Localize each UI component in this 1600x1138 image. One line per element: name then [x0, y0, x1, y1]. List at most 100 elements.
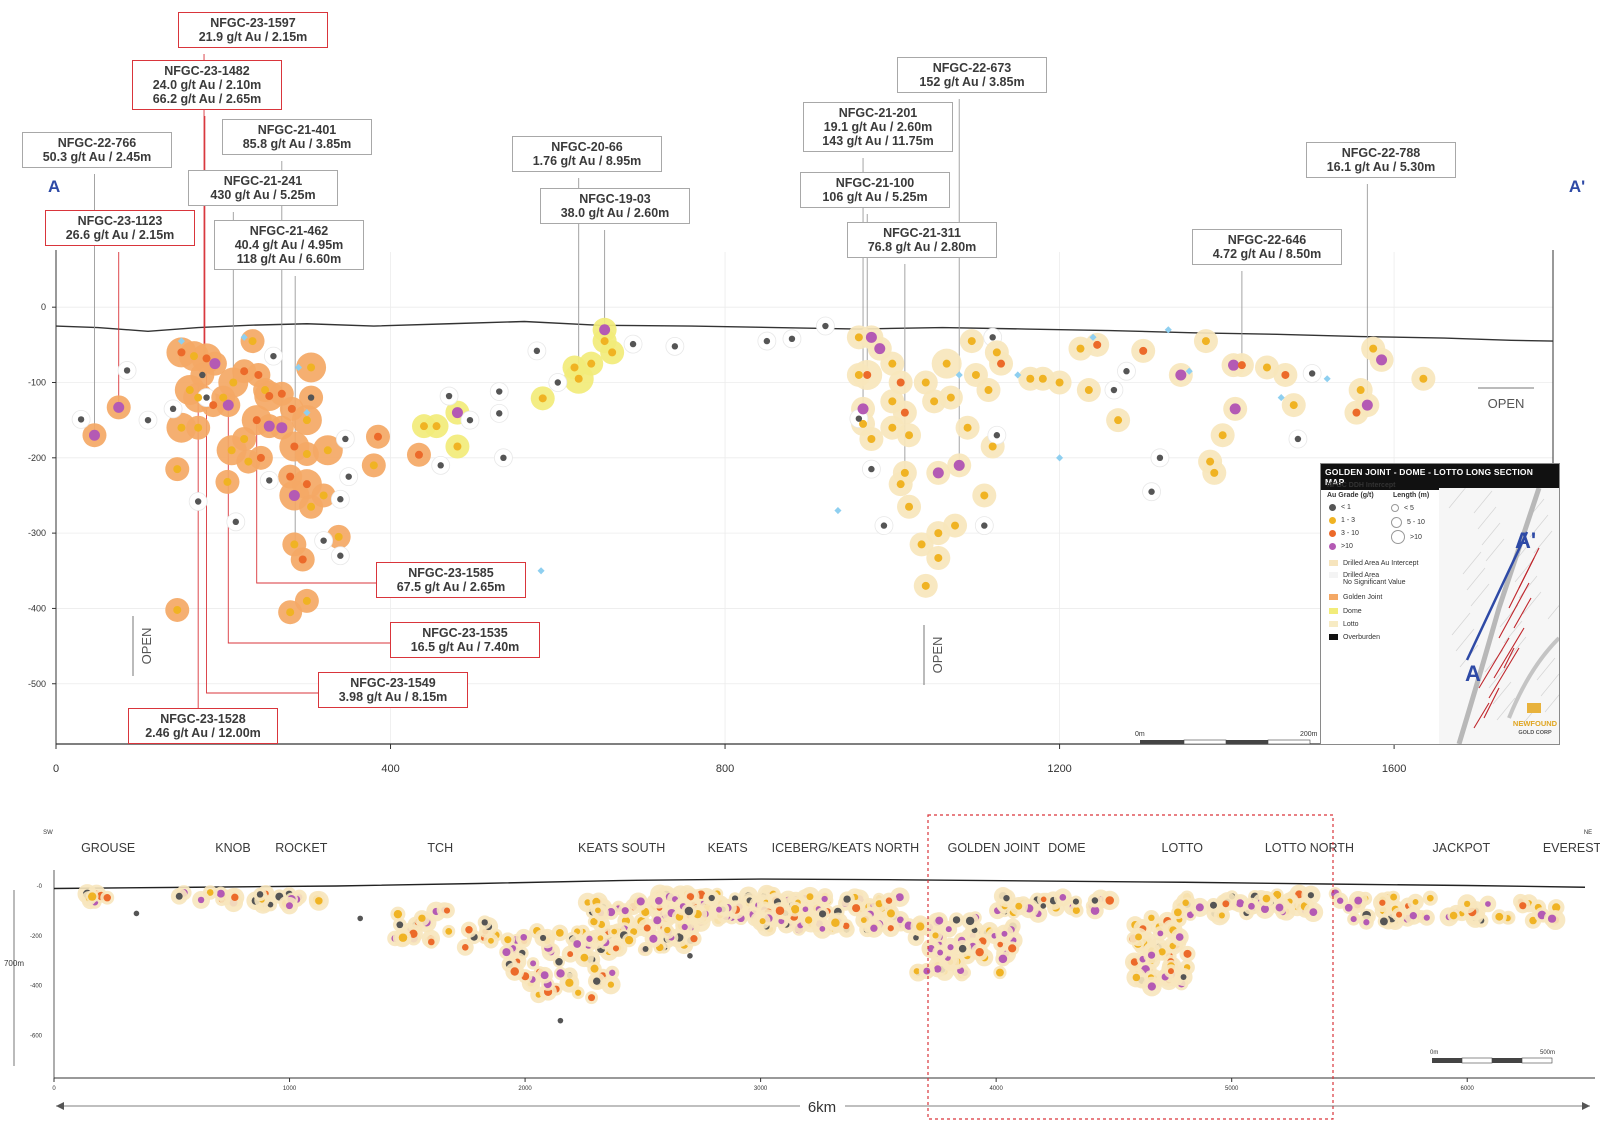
legend-area-label: Overburden — [1343, 634, 1380, 641]
intercept-dot — [671, 343, 679, 350]
overview-dot — [597, 935, 604, 941]
intercept-dot — [997, 359, 1006, 368]
map-vein — [1503, 647, 1515, 669]
legend-grade-label: < 1 — [1341, 504, 1351, 511]
intercept-dot — [980, 491, 989, 500]
intercept-dot — [1294, 435, 1302, 443]
overview-dot — [1344, 903, 1353, 912]
intercept-dot — [900, 408, 909, 417]
map-vein — [1518, 547, 1540, 589]
overview-dot — [831, 918, 840, 927]
intercept-dot — [261, 386, 270, 395]
overview-dot — [1547, 914, 1557, 923]
overview-dot — [256, 891, 264, 898]
overview-dot — [206, 889, 214, 896]
callout-text: 4.72 g/t Au / 8.50m — [1212, 247, 1322, 261]
intercept-dot — [600, 337, 609, 346]
intercept-dot — [219, 393, 228, 402]
overview-dot — [1008, 944, 1017, 953]
legend-grade-item: >10 — [1329, 543, 1353, 550]
overview-dot — [1169, 942, 1176, 950]
map-road — [1466, 567, 1486, 591]
overview-dot — [1157, 930, 1164, 937]
intercept-dot — [570, 363, 579, 372]
overview-dot — [1350, 916, 1357, 923]
overview-x-tick-label: 1000 — [283, 1086, 297, 1092]
overview-dot — [1449, 911, 1458, 920]
intercept-dot — [574, 374, 583, 383]
intercept-dot — [989, 334, 996, 341]
callout-leader — [256, 420, 376, 584]
location-map: A A' NEWFOUND GOLD CORP — [1439, 488, 1559, 744]
overview-dot — [593, 977, 601, 985]
map-vein — [1488, 647, 1520, 699]
overview-scale-segment — [1461, 1057, 1493, 1064]
overview-y-tick-label: -600 — [30, 1034, 43, 1040]
legend-length-title: Length (m) — [1393, 492, 1430, 499]
map-vein — [1498, 582, 1530, 639]
overview-dot — [945, 926, 952, 933]
intercept-dot — [1361, 399, 1373, 411]
intercept-dot — [209, 401, 218, 410]
overview-dot — [1495, 912, 1504, 921]
intercept-dot — [287, 404, 296, 413]
legend-length-item: < 5 — [1391, 504, 1414, 512]
legend-grade-swatch — [1329, 517, 1336, 524]
intercept-dot — [921, 378, 930, 387]
overview-dot — [1396, 911, 1403, 918]
overview-dot — [1412, 899, 1419, 905]
overview-dot — [504, 936, 512, 944]
overview-dot — [1236, 899, 1245, 908]
overview-dot — [1248, 902, 1255, 910]
legend-area-label-line: Golden Joint — [1343, 594, 1383, 601]
zone-label: JACKPOT — [1433, 841, 1491, 855]
intercept-dot — [202, 354, 211, 363]
intercept-dot — [290, 540, 299, 549]
overview-dot — [916, 922, 925, 931]
legend-area-swatch — [1329, 634, 1338, 640]
overview-dot — [1091, 897, 1099, 904]
overview-ne-label: NE — [1584, 830, 1592, 836]
intercept-dot — [194, 423, 203, 432]
map-road — [1529, 514, 1549, 538]
intercept-dot — [173, 605, 182, 614]
overview-dot — [584, 899, 591, 906]
intercept-dot — [1369, 344, 1378, 353]
callout-text: NFGC-23-1528 — [160, 712, 246, 726]
intercept-dot — [419, 422, 428, 431]
overview-dot — [965, 916, 975, 926]
map-highway — [1456, 488, 1542, 744]
callout-text: 67.5 g/t Au / 2.65m — [396, 580, 506, 594]
zone-label: GOLDEN JOINT — [948, 841, 1041, 855]
overview-dot — [607, 981, 615, 988]
surface-line — [55, 320, 1554, 342]
callout-text: NFGC-23-1597 — [210, 16, 296, 30]
map-road — [1540, 673, 1559, 697]
intercept-dot — [265, 392, 274, 401]
map-road — [1536, 657, 1556, 681]
intercept-dot — [88, 429, 100, 441]
map-vein — [1473, 702, 1490, 729]
overview-dot — [995, 968, 1004, 977]
intercept-dot — [342, 435, 349, 443]
overview-dot — [923, 967, 931, 975]
callout-text: 40.4 g/t Au / 4.95m — [234, 238, 344, 252]
intercept-dot — [203, 394, 210, 401]
intercept-dot — [533, 347, 541, 355]
overview-dot — [655, 896, 663, 905]
zone-label: ICEBERG/KEATS NORTH — [772, 841, 919, 855]
legend-area-label: Lotto — [1343, 621, 1359, 628]
overview-dot — [935, 916, 944, 925]
intercept-dot — [298, 555, 307, 564]
x-tick-label: 400 — [381, 763, 399, 775]
overview-scale-segment — [1521, 1057, 1553, 1064]
overview-dot — [731, 895, 739, 902]
overview-dot — [952, 916, 961, 924]
axes: 0 -100 -200 -300 -400 -500 0 400 800 1200 1600 A A' 0… — [28, 177, 1585, 775]
legend-area-swatch — [1329, 594, 1338, 600]
intercept-dot — [496, 388, 503, 395]
callout-nfgc-19-03: NFGC-19-03 38.0 g/t Au / 2.60m — [540, 188, 690, 224]
map-road — [1470, 583, 1490, 607]
intercept-dot — [240, 367, 249, 376]
intercept-dot — [967, 337, 976, 346]
